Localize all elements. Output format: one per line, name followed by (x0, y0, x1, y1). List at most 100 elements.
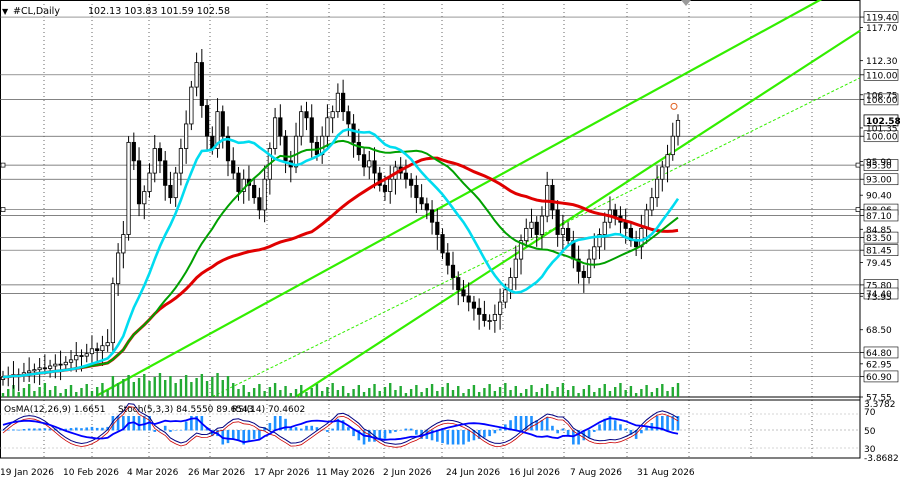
osma-bar (456, 430, 460, 445)
volume-bar (38, 387, 41, 397)
osma-bar (163, 425, 167, 431)
osma-bar (409, 428, 413, 431)
volume-bar (498, 387, 502, 397)
stoch-signal-line (2, 406, 679, 448)
y-axis-tick-label: 62.95 (866, 360, 892, 370)
channel-mid-line (212, 77, 861, 398)
candle-body (613, 209, 618, 217)
volume-bar (561, 383, 565, 397)
osma-bar (603, 418, 607, 431)
level-anchor-marker (0, 207, 6, 212)
candle-body (356, 141, 361, 156)
candle-body (53, 363, 58, 367)
volume-bar (284, 386, 287, 397)
osma-bar (598, 424, 601, 431)
y-axis-tick-label: 101.35 (866, 124, 898, 134)
candle-body (450, 264, 456, 278)
osma-bar (268, 423, 272, 431)
price-level-label: 83.50 (866, 234, 892, 244)
candle-body (445, 252, 450, 266)
price-level-label: 81.45 (866, 247, 892, 257)
volume-bar (1, 393, 5, 397)
candle-body (262, 178, 267, 211)
price-level-label: 60.90 (866, 373, 892, 383)
candle-body (477, 307, 482, 315)
osma-bar (273, 416, 277, 431)
volume-bar (347, 393, 350, 397)
volume-bar (587, 385, 591, 397)
osma-bar (326, 430, 329, 432)
candle-body (456, 277, 461, 291)
osma-bar (608, 416, 612, 431)
candle-body (121, 234, 126, 254)
volume-bar (530, 385, 533, 397)
osma-bar (310, 425, 314, 431)
indicator-axis-label: -3.8682 (864, 454, 899, 464)
volume-bar (566, 390, 570, 397)
volume-bar (671, 387, 674, 397)
volume-bar (467, 389, 470, 397)
volume-bar (320, 391, 324, 397)
volume-bar (116, 383, 120, 397)
osma-bar (305, 425, 308, 431)
volume-bar (326, 387, 329, 397)
volume-bar (242, 385, 245, 397)
chart-shift-marker[interactable] (681, 0, 691, 6)
candle-body (461, 289, 466, 297)
osma-bar (1, 430, 5, 431)
y-axis-tick-label: 68.50 (866, 326, 892, 336)
osma-bar (561, 428, 565, 431)
candle-body (283, 135, 288, 162)
volume-bar (122, 379, 125, 397)
volume-bar (483, 388, 486, 397)
candle-body (623, 221, 628, 229)
volume-bar (184, 375, 188, 397)
osma-bar (12, 429, 15, 431)
candle-body (68, 359, 74, 363)
volume-bar (85, 384, 88, 397)
candle-body (199, 62, 204, 106)
candle-body (330, 111, 335, 119)
candle-body (335, 92, 340, 113)
candle-body (126, 141, 131, 235)
volume-bar (441, 387, 444, 397)
last-price-marker (670, 102, 678, 110)
osma-bar (640, 430, 643, 434)
osma-bar (263, 427, 266, 431)
osma-bar (95, 427, 99, 431)
candle-body (388, 178, 393, 192)
volume-bar (650, 392, 654, 397)
volume-bar (603, 384, 606, 397)
candle-body (372, 160, 377, 174)
x-axis-tick-label: 11 May 2026 (316, 468, 375, 478)
osma-bar (174, 430, 177, 431)
volume-bar (640, 389, 643, 397)
candle-body (278, 117, 283, 137)
osma-bar (341, 420, 345, 431)
volume-bar (22, 388, 26, 397)
osma-bar (441, 430, 444, 444)
osma-bar (284, 418, 287, 431)
x-axis-tick-label: 10 Feb 2026 (63, 468, 119, 478)
volume-bar (373, 384, 376, 397)
candle-body (435, 221, 440, 235)
x-axis-tick-label: 7 Aug 2026 (570, 468, 622, 478)
osma-bar (336, 418, 340, 431)
y-axis-tick-label: 117.70 (866, 24, 898, 34)
candle-body (341, 92, 346, 113)
x-axis-tick-label: 26 Mar 2026 (188, 468, 245, 478)
ohlc-readout: 102.13 103.83 101.59 102.58 (88, 6, 230, 17)
volume-bar (676, 383, 680, 397)
osma-bar (613, 420, 617, 431)
volume-bar (289, 393, 292, 397)
volume-bar (232, 383, 235, 397)
osma-bar (190, 416, 193, 431)
volume-bar (205, 381, 209, 397)
osma-bar (587, 430, 591, 438)
candle-body (639, 227, 644, 248)
osma-bar (556, 430, 559, 434)
indicator-axis-label: 50 (864, 427, 876, 437)
channel-lower-line (295, 29, 861, 398)
